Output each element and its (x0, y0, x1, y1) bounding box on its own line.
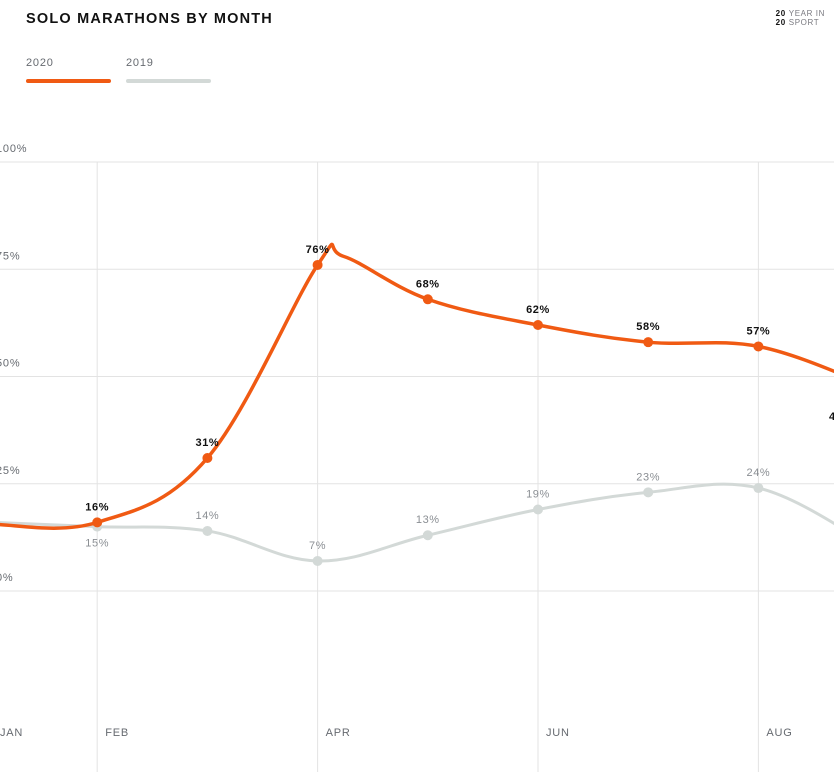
x-tick-label: JUN (546, 727, 570, 739)
chart-title: SOLO MARATHONS BY MONTH (26, 11, 273, 27)
data-point-2020 (202, 453, 213, 464)
data-label-2020: 31% (195, 437, 219, 449)
legend-item-2019: 2019 (126, 57, 211, 83)
data-label-2020: 68% (416, 278, 440, 290)
data-label-2019: 7% (309, 540, 326, 552)
data-label-2019: 23% (636, 471, 660, 483)
data-label-2019: 24% (746, 467, 770, 479)
data-label-2020: 4 (829, 411, 834, 423)
data-point-2020 (533, 320, 543, 331)
brand-text: SPORT (788, 18, 820, 27)
data-point-2019 (422, 530, 433, 541)
data-label-2020: 57% (746, 325, 770, 337)
x-tick-label: APR (326, 727, 351, 739)
legend-swatch-2019 (126, 79, 211, 83)
data-label-2020: 58% (636, 321, 660, 333)
data-label-2019: 19% (526, 488, 550, 500)
x-tick-label: FEB (105, 727, 129, 739)
series-line-2020 (0, 242, 834, 530)
data-point-2019 (202, 525, 213, 536)
data-point-2020 (92, 517, 103, 528)
data-point-2019 (533, 504, 543, 515)
y-tick-label: 25% (0, 465, 20, 477)
data-point-2020 (422, 294, 433, 305)
data-label-2019: 14% (195, 510, 219, 522)
data-label-2019: 15% (85, 538, 109, 550)
y-tick-label: 100% (0, 143, 27, 155)
data-label-2020: 62% (526, 304, 550, 316)
y-tick-label: 50% (0, 358, 20, 370)
brand-logo: 20 YEAR IN 20 SPORT (776, 9, 825, 27)
brand-number: 20 (775, 18, 786, 27)
brand-number: 20 (775, 9, 786, 18)
data-label-2019: 13% (416, 514, 440, 526)
legend-item-2020: 2020 (26, 57, 111, 83)
data-point-2020 (753, 341, 764, 352)
legend-swatch-2020 (26, 79, 111, 83)
legend-label-2019: 2019 (126, 57, 154, 69)
data-point-2020 (312, 259, 323, 270)
x-tick-label: JAN (0, 727, 23, 739)
data-label-2020: 16% (85, 501, 109, 513)
data-point-2019 (753, 483, 764, 494)
legend-label-2020: 2020 (26, 57, 54, 69)
data-label-2020: 76% (306, 244, 330, 256)
data-point-2020 (643, 337, 654, 348)
data-point-2019 (643, 487, 654, 498)
y-tick-label: 0% (0, 572, 14, 584)
brand-text: YEAR IN (788, 9, 825, 18)
x-tick-label: AUG (766, 727, 792, 739)
data-point-2019 (312, 555, 323, 566)
y-tick-label: 75% (0, 250, 20, 262)
